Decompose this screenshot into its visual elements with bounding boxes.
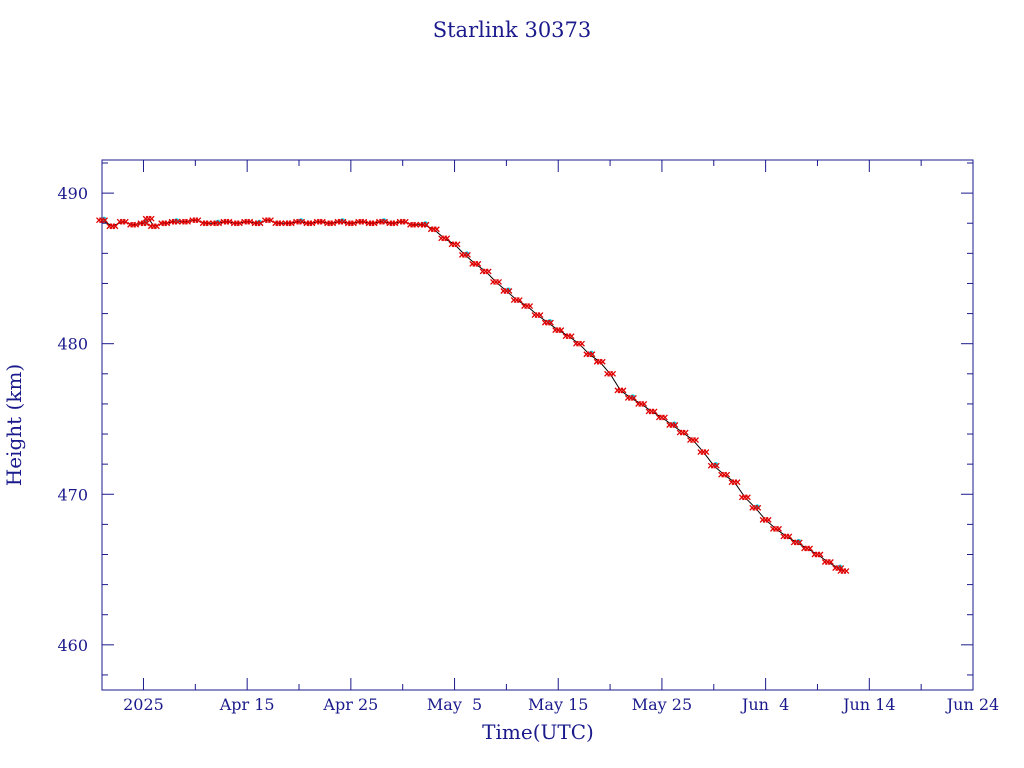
data-point: [666, 422, 679, 428]
data-point: [386, 220, 399, 227]
data-point: [427, 226, 440, 233]
data-point: [837, 568, 850, 575]
y-tick-label: 480: [57, 335, 88, 354]
y-tick-label: 470: [57, 485, 88, 504]
data-point: [116, 218, 129, 225]
data-point: [178, 218, 191, 225]
plot-frame: [101, 159, 974, 691]
data-point: [510, 297, 523, 303]
data-point: [811, 551, 824, 558]
data-point: [282, 220, 295, 227]
data-point: [272, 220, 285, 227]
data-point: [780, 533, 793, 540]
x-tick-label: May 5: [427, 695, 482, 714]
y-axis-label: Height (km): [2, 364, 26, 486]
data-point: [230, 220, 243, 227]
data-point: [438, 235, 451, 242]
data-markers: [96, 215, 850, 575]
data-point: [303, 220, 316, 227]
x-tick-label: Jun 14: [841, 695, 895, 714]
data-point: [142, 215, 155, 222]
series-line-group: [101, 217, 844, 572]
x-tick-label: 2025: [123, 695, 164, 714]
data-point: [552, 327, 565, 334]
data-point: [147, 223, 160, 230]
y-tick-label: 490: [57, 184, 88, 203]
data-point: [593, 358, 606, 365]
data-point: [645, 408, 658, 415]
data-point: [821, 559, 834, 565]
data-point: [635, 400, 648, 407]
x-tick-label: May 25: [632, 695, 692, 714]
data-point: [614, 387, 627, 394]
data-point: [562, 333, 575, 340]
series-line: [101, 217, 844, 572]
data-point: [770, 525, 782, 532]
data-point: [469, 260, 482, 267]
data-point: [604, 370, 617, 377]
x-tick-label: May 15: [528, 695, 588, 714]
data-point: [479, 268, 492, 275]
data-point: [521, 303, 534, 310]
data-point: [448, 241, 461, 248]
data-point: [573, 340, 585, 347]
data-point: [458, 251, 471, 258]
x-axis-ticks: 2025 Apr 15 Apr 25 May 5 May 15 May 25 Jun 4 Ju…: [123, 160, 999, 714]
data-point: [127, 221, 140, 228]
data-point: [137, 220, 150, 227]
data-point: [344, 220, 357, 227]
x-axis-label: Time(UTC): [482, 720, 594, 744]
data-point: [541, 319, 554, 326]
x-tick-label: Apr 25: [322, 695, 378, 714]
data-point: [790, 539, 803, 546]
data-point: [490, 279, 502, 285]
data-point: [313, 218, 326, 225]
data-point: [801, 545, 814, 552]
data-point: [624, 394, 637, 401]
data-point: [687, 437, 699, 444]
x-tick-label: Apr 15: [219, 695, 275, 714]
data-point: [697, 449, 710, 456]
data-point: [718, 471, 731, 478]
data-point: [199, 220, 212, 227]
data-point: [707, 462, 720, 469]
data-point: [293, 218, 305, 225]
data-point: [749, 504, 762, 511]
data-point: [396, 218, 409, 225]
data-point: [189, 217, 202, 224]
data-point: [334, 218, 347, 225]
data-point: [376, 218, 388, 225]
data-point: [168, 218, 181, 225]
data-point: [158, 220, 171, 227]
data-point: [676, 429, 689, 436]
data-point: [738, 494, 751, 501]
data-point: [220, 218, 233, 225]
data-point: [417, 221, 430, 228]
chart-title: Starlink 30373: [433, 18, 592, 42]
data-point: [261, 217, 274, 224]
data-point: [96, 217, 108, 224]
data-point: [324, 220, 337, 227]
data-point: [210, 220, 223, 227]
data-point: [241, 218, 254, 225]
x-tick-label: Jun 4: [740, 695, 789, 714]
data-point: [583, 351, 596, 358]
data-point: [407, 221, 420, 228]
data-point: [106, 223, 119, 230]
data-point: [251, 220, 264, 227]
data-point: [365, 220, 378, 227]
y-tick-label: 460: [57, 636, 88, 655]
y-axis-ticks: 460 470 480 490: [57, 162, 973, 676]
data-point: [759, 516, 772, 523]
data-point: [500, 288, 513, 294]
data-point: [355, 218, 368, 225]
data-point: [728, 479, 741, 486]
x-tick-label: Jun 24: [945, 695, 999, 714]
data-point: [531, 312, 544, 319]
data-point: [655, 414, 668, 421]
